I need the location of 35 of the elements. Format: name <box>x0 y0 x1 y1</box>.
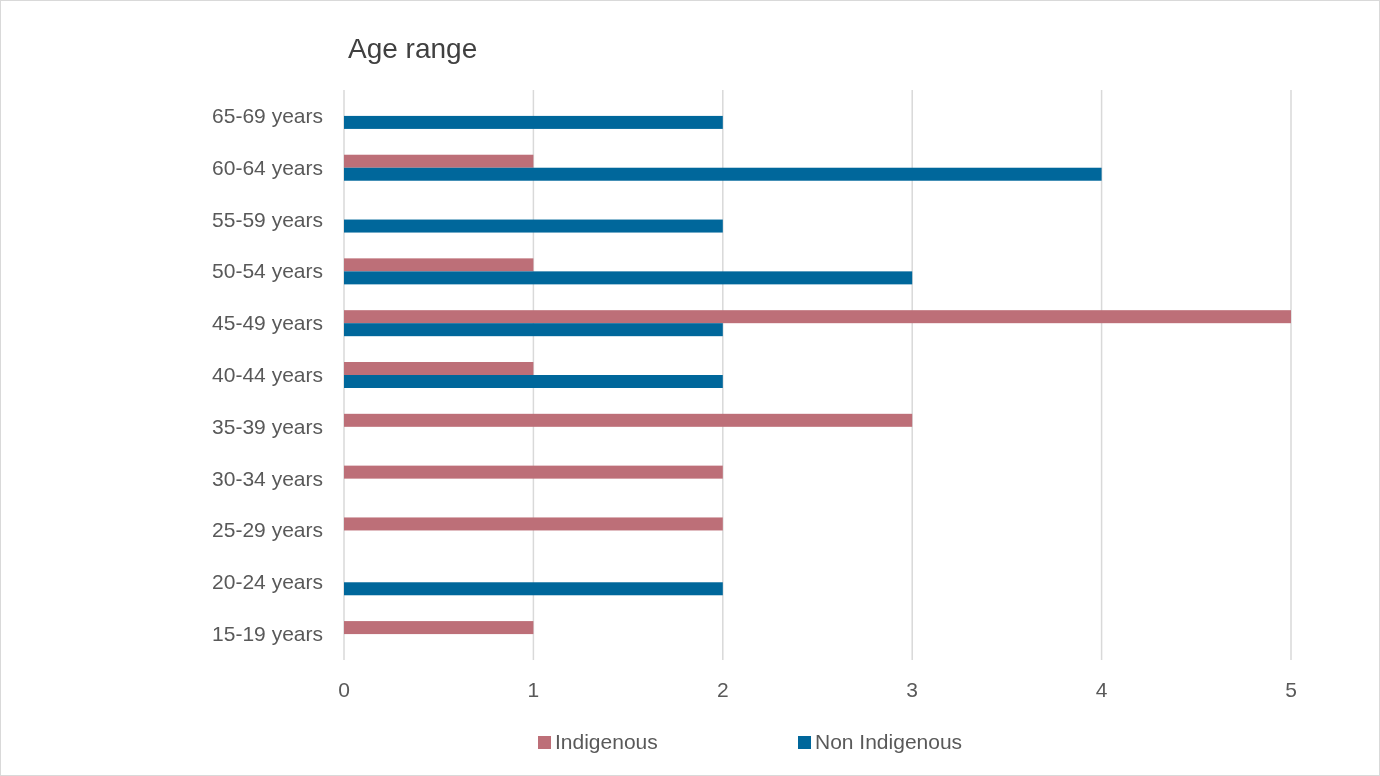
bar <box>344 258 534 272</box>
y-tick-label: 35-39 years <box>212 414 323 438</box>
x-tick-label: 4 <box>1095 678 1108 701</box>
y-tick-label: 15-19 years <box>212 622 323 646</box>
y-tick-label: 55-59 years <box>212 207 323 231</box>
legend-label: Non Indigenous <box>815 730 963 753</box>
y-tick-label: 65-69 years <box>212 103 323 127</box>
x-tick-label: 3 <box>906 678 919 701</box>
x-tick-label: 0 <box>338 678 350 701</box>
bar <box>344 375 723 388</box>
bar <box>344 219 723 233</box>
x-tick-label: 2 <box>716 678 729 701</box>
chart-title: Age range <box>348 33 478 64</box>
y-tick-label: 30-34 years <box>212 466 323 490</box>
legend-label: Indigenous <box>555 730 658 753</box>
bar <box>344 167 1102 181</box>
y-tick-label: 25-29 years <box>212 518 323 542</box>
bar <box>344 323 723 337</box>
bar <box>344 465 723 479</box>
bar <box>344 362 534 375</box>
bar <box>344 582 723 596</box>
bar <box>344 154 534 168</box>
bar <box>344 310 1291 324</box>
y-tick-label: 45-49 years <box>212 311 323 335</box>
y-tick-label: 40-44 years <box>212 363 323 386</box>
y-tick-label: 20-24 years <box>212 570 323 594</box>
bar <box>344 271 913 285</box>
y-tick-label: 60-64 years <box>212 155 323 179</box>
x-tick-label: 5 <box>1285 678 1297 701</box>
y-tick-label: 50-54 years <box>212 259 323 283</box>
x-tick-label: 1 <box>527 678 540 701</box>
bar <box>344 115 723 129</box>
bar <box>344 621 534 635</box>
bar <box>344 517 723 531</box>
bar <box>344 413 913 427</box>
